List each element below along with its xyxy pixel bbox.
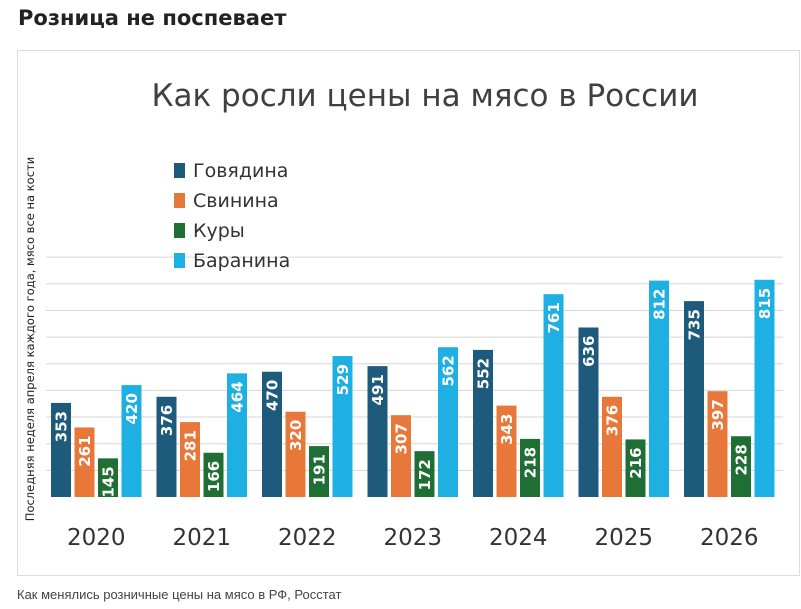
bar-свинина-2026 [707,391,728,497]
bar-value-label: 420 [123,393,141,424]
chart-value-labels: 353 261 145 420 376 281 166 464 470 320 191 529 491 3… [53,288,775,498]
bar-value-label: 491 [369,374,387,405]
x-axis-tick-labels: 2020 2021 2022 2023 2024 2025 2026 [67,525,759,551]
x-tick-label-2024: 2024 [489,525,548,551]
chart-legend: Говядина Свинина Куры Баранина [174,160,290,272]
bar-value-label: 464 [229,381,247,412]
bar-баранина-2026 [754,279,775,497]
bar-свинина-2025 [602,396,622,497]
bar-value-label: 470 [264,380,282,411]
legend-label: Баранина [193,250,290,272]
bar-value-label: 216 [627,447,645,478]
bar-value-label: 281 [182,430,200,461]
bar-говядина-2025 [578,327,599,497]
chart-figure: Как росли цены на мясо в России Последня… [17,50,800,576]
bar-value-label: 191 [311,454,329,485]
bar-баранина-2024 [543,294,564,497]
bar-свинина-2022 [285,411,306,497]
bar-value-label: 145 [100,466,118,497]
bar-свинина-2021 [180,422,200,497]
bar-говядина-2022 [262,371,282,497]
bar-куры-2024 [520,438,540,497]
bar-баранина-2021 [227,373,247,497]
legend-swatch-свинина [174,193,185,208]
bar-value-label: 307 [393,423,411,454]
bar-value-label: 761 [545,302,563,333]
bar-value-label: 261 [76,435,94,466]
bar-говядина-2021 [156,396,177,497]
x-tick-label-2021: 2021 [172,525,231,551]
bar-value-label: 735 [686,309,704,340]
legend-swatch-говядина [174,163,185,178]
bar-куры-2026 [731,436,751,497]
bar-куры-2020 [98,458,118,497]
bar-баранина-2020 [121,385,142,497]
x-tick-label-2023: 2023 [383,525,442,551]
x-tick-label-2020: 2020 [67,525,126,551]
bar-баранина-2025 [649,280,669,497]
bar-value-label: 812 [651,289,669,320]
chart-svg: Как росли цены на мясо в России Последня… [23,78,783,551]
bar-говядина-2024 [473,349,493,497]
legend-label: Куры [193,220,245,242]
bar-свинина-2024 [496,405,517,497]
bar-value-label: 172 [416,459,434,490]
bar-value-label: 636 [580,336,598,367]
x-tick-label-2022: 2022 [278,525,337,551]
x-tick-label-2025: 2025 [594,525,653,551]
bar-куры-2022 [309,446,329,497]
bar-value-label: 343 [498,414,516,445]
bar-баранина-2022 [332,356,353,497]
bar-свинина-2020 [74,427,95,497]
bar-value-label: 320 [287,420,305,451]
bar-куры-2023 [414,451,435,497]
bar-говядина-2020 [51,402,71,497]
y-axis-label: Последняя неделя апреля каждого года, мя… [23,157,37,521]
chart-bars [51,279,775,497]
legend-label: Говядина [193,160,288,182]
bar-баранина-2023 [438,347,458,497]
legend-label: Свинина [193,190,279,212]
legend-swatch-баранина [174,253,185,268]
bar-value-label: 529 [334,364,352,395]
legend-swatch-куры [174,223,185,238]
bar-value-label: 353 [53,411,71,442]
bar-value-label: 376 [158,405,176,436]
page-heading: Розница не поспевает [18,6,287,30]
x-tick-label-2026: 2026 [700,525,759,551]
bar-value-label: 397 [709,399,727,430]
bar-value-label: 218 [522,447,540,478]
bar-value-label: 228 [733,444,751,475]
bar-куры-2021 [203,452,224,497]
bar-свинина-2023 [391,415,411,497]
bar-value-label: 552 [475,358,493,389]
chart-title: Как росли цены на мясо в России [151,78,698,114]
bar-value-label: 815 [756,288,774,319]
bar-value-label: 376 [604,405,622,436]
bar-куры-2025 [625,439,646,497]
bar-value-label: 562 [440,355,458,386]
figure-caption: Как менялись розничные цены на мясо в РФ… [17,587,342,602]
bar-говядина-2023 [367,366,388,497]
bar-говядина-2026 [684,301,704,497]
bar-value-label: 166 [205,461,223,492]
